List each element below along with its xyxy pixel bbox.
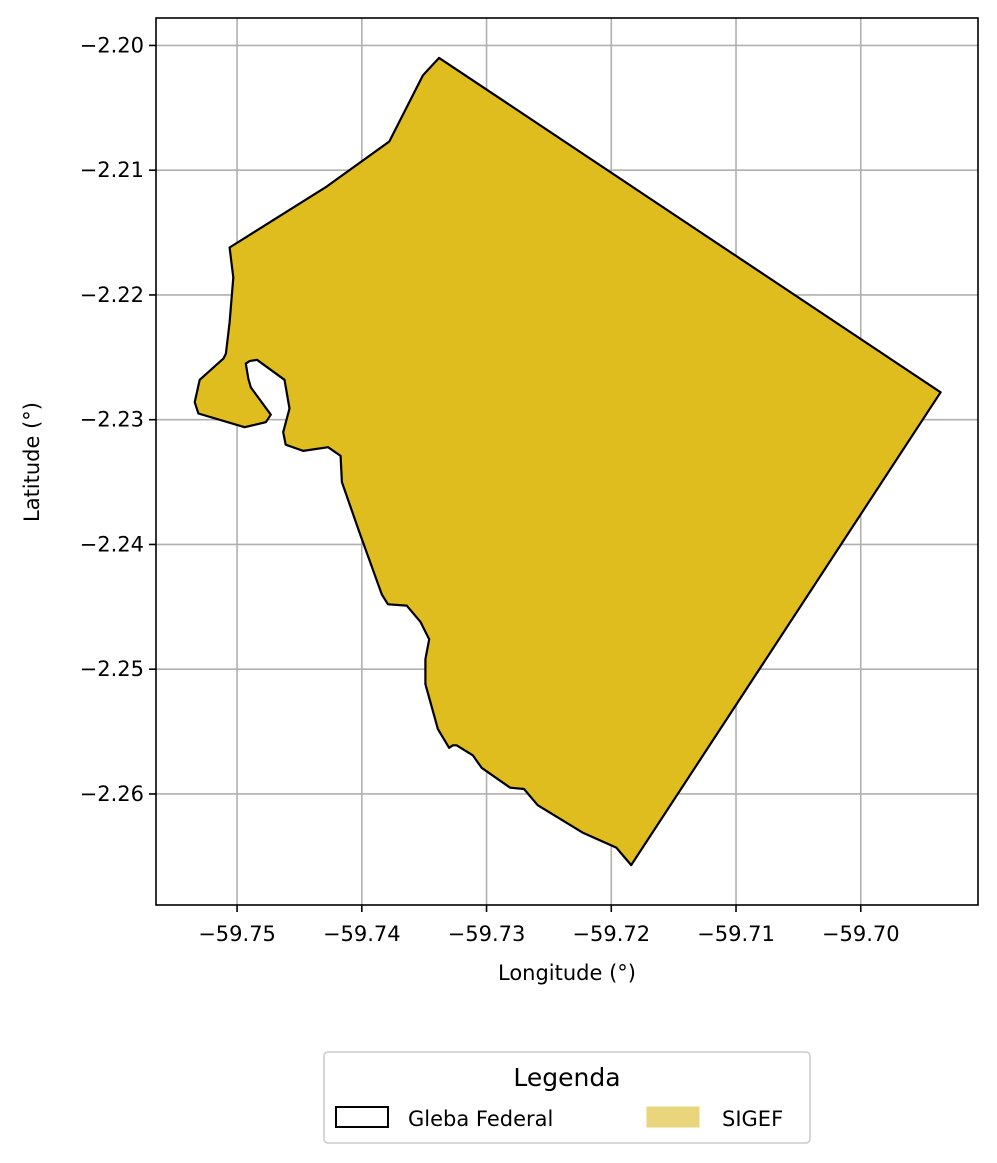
y-tick-label: −2.25 [80, 657, 144, 681]
x-tick-label: −59.74 [323, 922, 401, 946]
y-axis-label: Latitude (°) [20, 402, 44, 522]
x-tick-label: −59.72 [572, 922, 650, 946]
x-tick-label: −59.73 [448, 922, 526, 946]
x-tick-label: −59.75 [198, 922, 276, 946]
legend-label-sigef: SIGEF [722, 1107, 783, 1131]
legend-swatch-gleba [336, 1107, 388, 1127]
y-ticks: −2.20 −2.21 −2.22 −2.23 −2.24 −2.25 −2.26 [80, 33, 156, 806]
x-tick-label: −59.71 [697, 922, 775, 946]
x-tick-label: −59.70 [822, 922, 900, 946]
y-tick-label: −2.22 [80, 283, 144, 307]
x-axis-label: Longitude (°) [498, 961, 636, 985]
y-tick-label: −2.21 [80, 158, 144, 182]
legend: Legenda Gleba Federal SIGEF [324, 1052, 810, 1143]
y-tick-label: −2.26 [80, 782, 144, 806]
legend-swatch-sigef [647, 1107, 699, 1127]
legend-label-gleba: Gleba Federal [408, 1107, 553, 1131]
x-ticks: −59.75 −59.74 −59.73 −59.72 −59.71 −59.70 [198, 905, 899, 946]
y-tick-label: −2.23 [80, 408, 144, 432]
y-tick-label: −2.20 [80, 33, 144, 57]
legend-title: Legenda [513, 1063, 620, 1092]
gleba-polygon [195, 58, 941, 865]
y-tick-label: −2.24 [80, 532, 144, 556]
